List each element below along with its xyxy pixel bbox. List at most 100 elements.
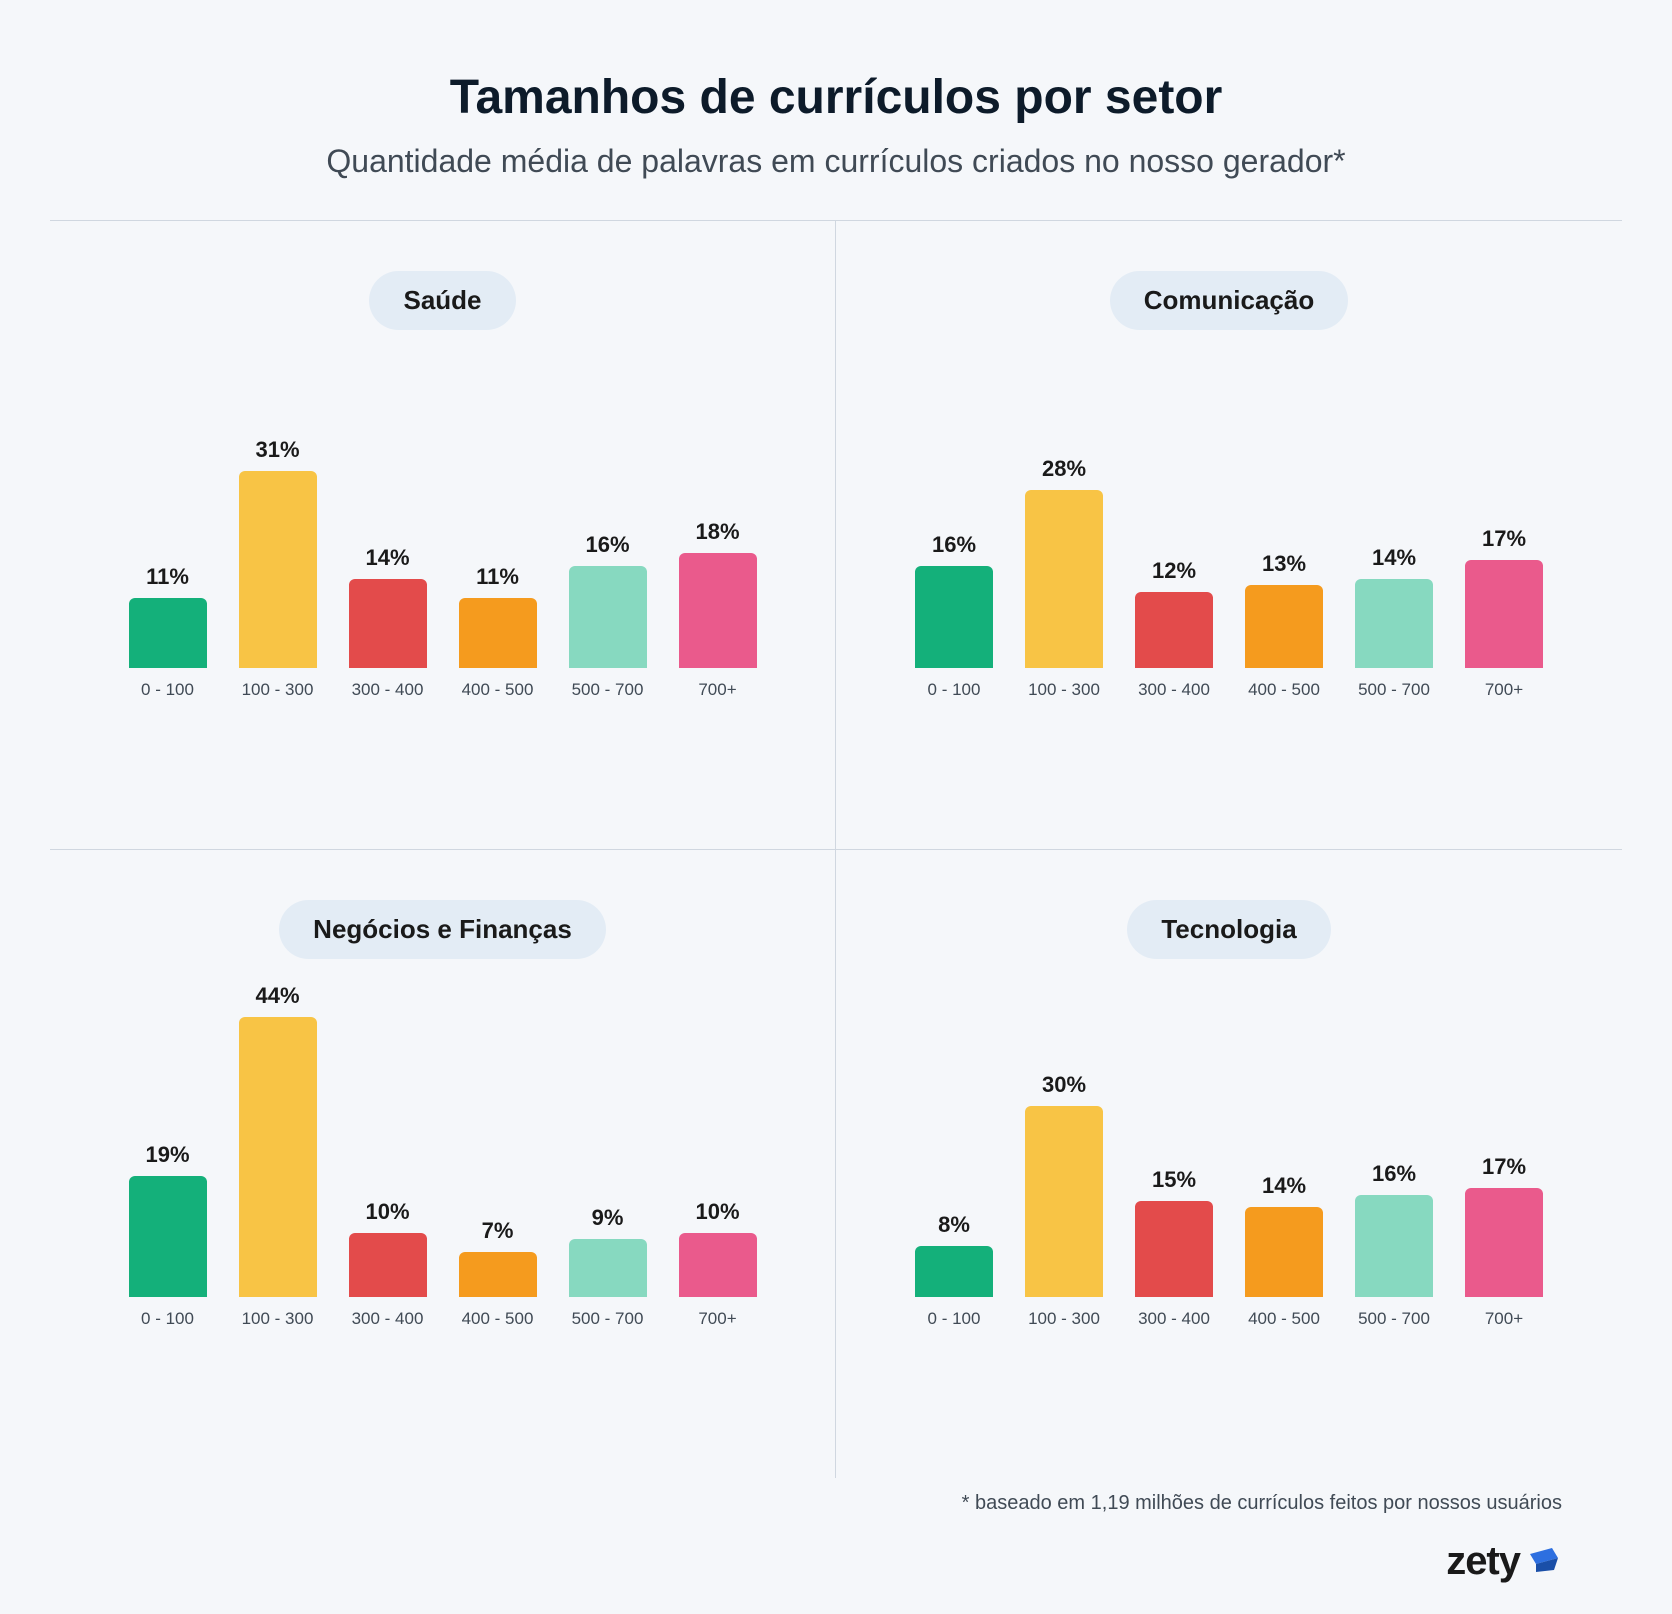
chart-panel: Comunicação 16% 0 - 100 28% 100 - 300 12%300 … <box>836 221 1622 850</box>
bar-category-label: 400 - 500 <box>462 680 534 700</box>
bar <box>1245 585 1323 668</box>
bar-value-label: 8% <box>938 1212 970 1238</box>
bar-column: 44% 100 - 300 <box>233 983 323 1329</box>
bar-category-label: 100 - 300 <box>242 680 314 700</box>
bar-value-label: 12% <box>1152 558 1196 584</box>
bar <box>915 566 993 668</box>
bar-category-label: 500 - 700 <box>572 680 644 700</box>
bar-column: 12%300 - 400 <box>1129 558 1219 700</box>
bar <box>679 553 757 668</box>
footnote: * baseado em 1,19 milhões de currículos … <box>50 1478 1622 1515</box>
bar <box>569 566 647 668</box>
header: Tamanhos de currículos por setor Quantid… <box>50 40 1622 220</box>
bar-category-label: 700+ <box>1485 1309 1523 1329</box>
bar-value-label: 14% <box>365 545 409 571</box>
bar-category-label: 0 - 100 <box>928 1309 981 1329</box>
bar-value-label: 14% <box>1262 1173 1306 1199</box>
subtitle: Quantidade média de palavras em currícul… <box>50 143 1622 180</box>
bar-value-label: 9% <box>592 1205 624 1231</box>
bar-column: 18% 700+ <box>673 519 763 700</box>
bars-area: 11% 0 - 100 31%100 - 30014%300 - 400 11% 400… <box>110 380 775 700</box>
bar-column: 7% 400 - 500 <box>453 1218 543 1329</box>
bar <box>459 598 537 668</box>
bar-value-label: 28% <box>1042 456 1086 482</box>
bar <box>1025 1106 1103 1297</box>
bar-column: 14%500 - 700 <box>1349 545 1439 700</box>
bar-column: 30%100 - 300 <box>1019 1072 1109 1329</box>
bar-column: 13% 400 - 500 <box>1239 551 1329 700</box>
bar <box>1135 592 1213 668</box>
bar-value-label: 16% <box>932 532 976 558</box>
bar-category-label: 500 - 700 <box>1358 680 1430 700</box>
bar <box>239 1017 317 1297</box>
bar-category-label: 400 - 500 <box>1248 680 1320 700</box>
bar-value-label: 19% <box>145 1142 189 1168</box>
bar-column: 10% 700+ <box>673 1199 763 1329</box>
bar-value-label: 7% <box>482 1218 514 1244</box>
panel-title: Saúde <box>369 271 515 330</box>
bar <box>1025 490 1103 668</box>
bar-column: 16% 500 - 700 <box>563 532 653 700</box>
bar <box>1135 1201 1213 1296</box>
chart-panel: Negócios e Finanças19%0 - 10044%100 - 30… <box>50 850 836 1479</box>
panel-title: Comunicação <box>1110 271 1349 330</box>
charts-grid: Saúde11%0 - 10031%100 - 30014%300 - 4001… <box>50 220 1622 1478</box>
bar-category-label: 500 - 700 <box>572 1309 644 1329</box>
bar-category-label: 0 - 100 <box>928 680 981 700</box>
bar-category-label: 100 - 300 <box>1028 680 1100 700</box>
bar-column: 9% 500 - 700 <box>563 1205 653 1328</box>
bar <box>459 1252 537 1297</box>
bars-area: 19%0 - 10044%100 - 30010%300 - 4007%400 … <box>110 1009 775 1329</box>
bar-value-label: 11% <box>476 564 519 590</box>
logo-row: zety <box>50 1515 1622 1584</box>
logo-icon <box>1526 1544 1562 1580</box>
bar-category-label: 0 - 100 <box>141 1309 194 1329</box>
bar <box>129 1176 207 1297</box>
bar <box>349 1233 427 1297</box>
bar-column: 11% 0 - 100 <box>123 564 213 700</box>
bar-category-label: 700+ <box>698 680 736 700</box>
bar-value-label: 10% <box>695 1199 739 1225</box>
bar-value-label: 16% <box>1372 1161 1416 1187</box>
bar-value-label: 17% <box>1482 526 1526 552</box>
bar-category-label: 700+ <box>698 1309 736 1329</box>
bar-category-label: 100 - 300 <box>242 1309 314 1329</box>
bar <box>1355 1195 1433 1297</box>
bar-category-label: 300 - 400 <box>1138 1309 1210 1329</box>
bar-column: 17% 700+ <box>1459 1154 1549 1328</box>
bar-value-label: 17% <box>1482 1154 1526 1180</box>
bar <box>129 598 207 668</box>
chart-panel: Tecnologia8%0 - 10030%100 - 30015%300 - … <box>836 850 1622 1479</box>
bar-column: 16% 0 - 100 <box>909 532 999 700</box>
bar-category-label: 400 - 500 <box>1248 1309 1320 1329</box>
bar <box>1245 1207 1323 1296</box>
bar-column: 8% 0 - 100 <box>909 1212 999 1329</box>
bar <box>239 471 317 668</box>
bar-category-label: 500 - 700 <box>1358 1309 1430 1329</box>
bar-column: 11% 400 - 500 <box>453 564 543 700</box>
main-title: Tamanhos de currículos por setor <box>50 70 1622 125</box>
brand-logo: zety <box>1446 1539 1562 1584</box>
logo-text: zety <box>1446 1539 1520 1584</box>
bar-column: 14%300 - 400 <box>343 545 433 700</box>
bar-value-label: 44% <box>255 983 299 1009</box>
bars-area: 16% 0 - 100 28% 100 - 300 12%300 - 400 13% 400… <box>896 380 1562 700</box>
bar-category-label: 100 - 300 <box>1028 1309 1100 1329</box>
bar-column: 19% 0 - 100 <box>123 1142 213 1329</box>
bar-category-label: 400 - 500 <box>462 1309 534 1329</box>
bar-column: 17% 700+ <box>1459 526 1549 700</box>
bar-value-label: 10% <box>365 1199 409 1225</box>
bar-value-label: 15% <box>1152 1167 1196 1193</box>
bars-area: 8% 0 - 100 30%100 - 300 15% 300 - 400 14% 400 … <box>896 1009 1562 1329</box>
bar-category-label: 0 - 100 <box>141 680 194 700</box>
bar-value-label: 13% <box>1262 551 1306 577</box>
bar-value-label: 11% <box>146 564 189 590</box>
bar-value-label: 16% <box>585 532 629 558</box>
bar-value-label: 18% <box>695 519 739 545</box>
bar-category-label: 700+ <box>1485 680 1523 700</box>
bar <box>1355 579 1433 668</box>
bar <box>569 1239 647 1296</box>
bar-column: 31%100 - 300 <box>233 437 323 700</box>
bar-category-label: 300 - 400 <box>352 1309 424 1329</box>
bar <box>1465 560 1543 668</box>
